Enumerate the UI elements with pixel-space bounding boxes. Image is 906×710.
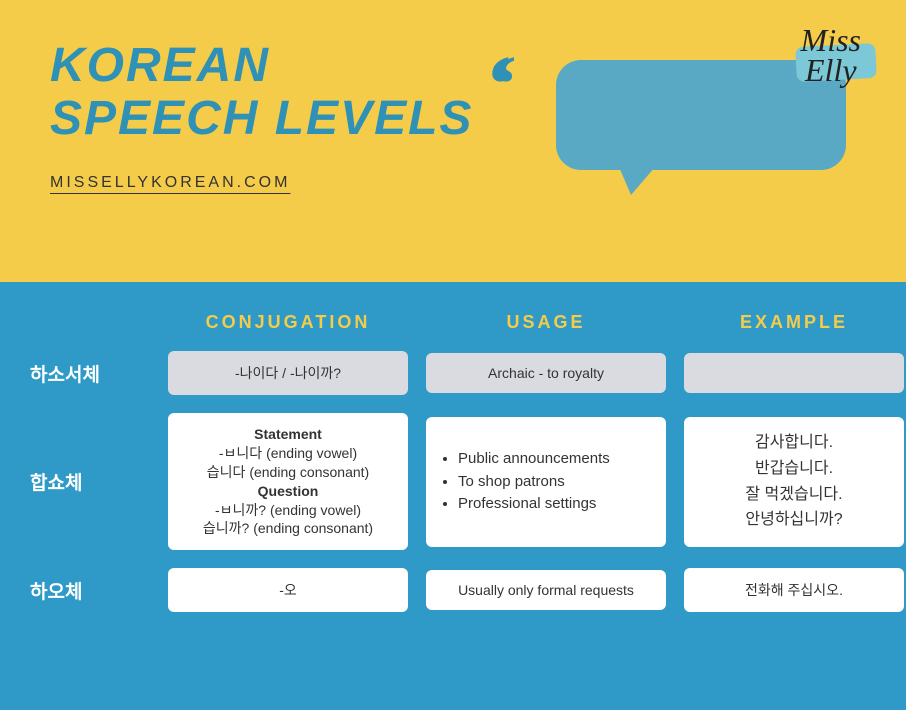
cell-r2-usage: Public announcements To shop patrons Pro… <box>426 417 666 547</box>
cell-r1-usage: Archaic - to royalty <box>426 353 666 393</box>
example-line: 안녕하십니까? <box>698 507 890 533</box>
cell-r3-conjugation: -오 <box>168 568 408 612</box>
col-header-example: EXAMPLE <box>684 312 904 333</box>
statement-consonant: 습니다 (ending consonant) <box>182 463 394 482</box>
row-label-hapsyoche: 합쇼체 <box>30 468 150 495</box>
col-header-usage: USAGE <box>426 312 666 333</box>
usage-item: Public announcements <box>458 449 652 469</box>
usage-item: Professional settings <box>458 494 652 514</box>
cell-r1-example <box>684 353 904 393</box>
quote-icon: ‘‘ <box>486 40 503 131</box>
cell-r3-example: 전화해 주십시오. <box>684 568 904 612</box>
cell-r1-conjugation: -나이다 / -나이까? <box>168 351 408 395</box>
example-line: 잘 먹겠습니다. <box>698 482 890 508</box>
row-label-haoche: 하오체 <box>30 577 150 604</box>
brand-logo: Miss Elly <box>801 25 861 86</box>
header: KOREAN SPEECH LEVELS MISSELLYKOREAN.COM … <box>0 0 906 282</box>
question-vowel: -ㅂ니까? (ending vowel) <box>182 501 394 520</box>
example-line: 반갑습니다. <box>698 456 890 482</box>
usage-item: To shop patrons <box>458 472 652 492</box>
statement-vowel: -ㅂ니다 (ending vowel) <box>182 444 394 463</box>
question-title: Question <box>182 482 394 501</box>
cell-r2-conjugation: Statement -ㅂ니다 (ending vowel) 습니다 (endin… <box>168 413 408 550</box>
example-line: 감사합니다. <box>698 430 890 456</box>
col-header-conjugation: CONJUGATION <box>168 312 408 333</box>
statement-title: Statement <box>182 425 394 444</box>
cell-r2-example: 감사합니다. 반갑습니다. 잘 먹겠습니다. 안녕하십니까? <box>684 417 904 547</box>
usage-list: Public announcements To shop patrons Pro… <box>440 447 652 516</box>
brand-line-2: Elly <box>801 55 861 85</box>
brand-line-1: Miss <box>801 25 861 55</box>
speech-levels-table: CONJUGATION USAGE EXAMPLE 하소서체 -나이다 / -나… <box>0 282 906 710</box>
cell-r3-usage: Usually only formal requests <box>426 570 666 610</box>
row-label-hasoseoche: 하소서체 <box>30 360 150 387</box>
question-consonant: 습니까? (ending consonant) <box>182 519 394 538</box>
